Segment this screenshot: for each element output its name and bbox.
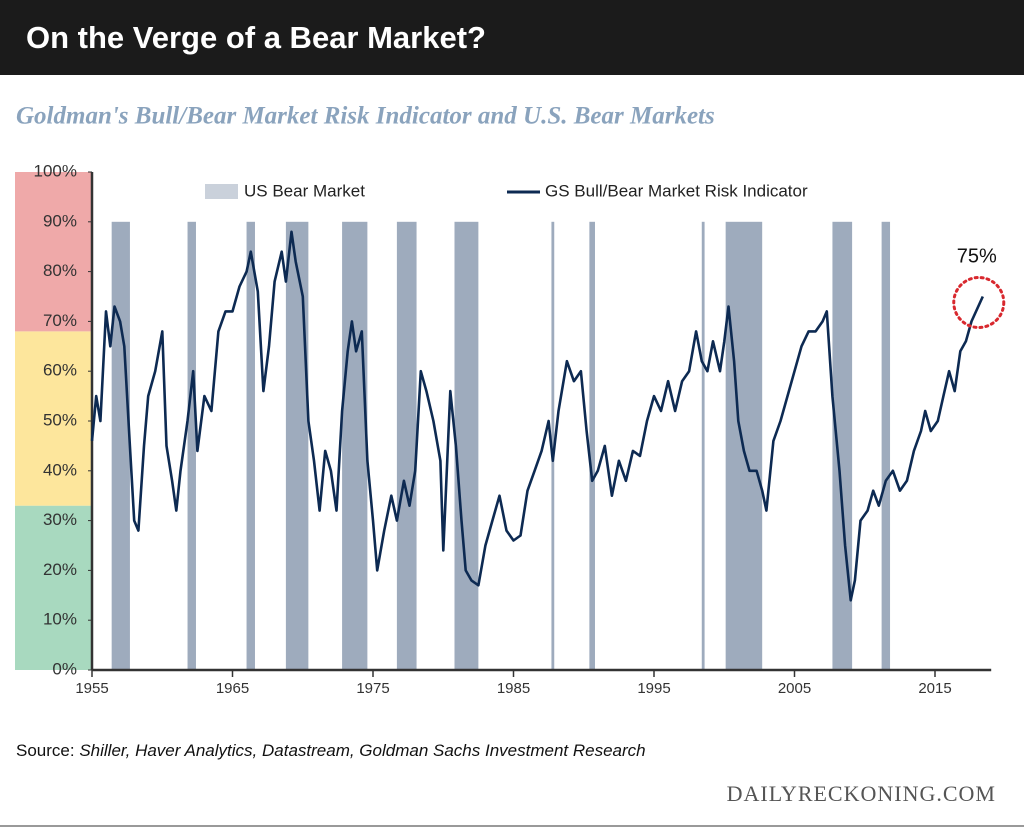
annotation-circle (952, 276, 1006, 329)
x-tick-label: 1965 (216, 680, 249, 697)
bear-market-band (832, 221, 853, 671)
y-tick-label: 0% (52, 659, 77, 678)
bear-market-band (454, 221, 479, 671)
bear-market-band (342, 221, 368, 671)
chart-title: Goldman's Bull/Bear Market Risk Indicato… (16, 103, 715, 130)
brand: DAILYRECKONING.COM (727, 781, 996, 806)
risk-indicator-line (90, 230, 984, 602)
source-label: Source: (16, 741, 75, 760)
y-tick-label: 90% (43, 211, 77, 230)
bear-market-band (396, 221, 417, 671)
page-title: On the Verge of a Bear Market? (26, 20, 486, 55)
legend-label: GS Bull/Bear Market Risk Indicator (545, 181, 808, 200)
y-tick-label: 40% (43, 460, 77, 479)
risk-zone (15, 505, 92, 670)
y-tick-label: 10% (43, 610, 77, 629)
header-bar (0, 0, 1024, 75)
bear-market-band (701, 221, 705, 671)
y-tick-label: 50% (43, 410, 77, 429)
x-tick-label: 1995 (637, 680, 670, 697)
y-tick-label: 20% (43, 560, 77, 579)
bear-market-band (246, 221, 255, 671)
bear-market-band (551, 221, 555, 671)
bear-market-band (285, 221, 309, 671)
source: Source: Shiller, Haver Analytics, Datast… (16, 741, 646, 760)
x-tick-label: 2015 (918, 680, 951, 697)
x-tick-label: 1975 (356, 680, 389, 697)
y-tick-label: 80% (43, 261, 77, 280)
x-tick-label: 1955 (75, 680, 108, 697)
bear-market-band (111, 221, 130, 671)
y-tick-label: 70% (43, 311, 77, 330)
annotation-label: 75% (957, 245, 997, 267)
legend-label: US Bear Market (244, 181, 365, 200)
bear-market-band (187, 221, 196, 671)
y-tick-label: 100% (34, 161, 77, 180)
bear-market-band (589, 221, 595, 671)
x-tick-label: 1985 (497, 680, 530, 697)
bear-market-band (881, 221, 891, 671)
risk-zone (15, 172, 92, 332)
y-tick-label: 60% (43, 361, 77, 380)
risk-zone (15, 331, 92, 506)
x-tick-label: 2005 (778, 680, 811, 697)
source-text: Shiller, Haver Analytics, Datastream, Go… (79, 741, 645, 760)
y-tick-label: 30% (43, 510, 77, 529)
legend-swatch (205, 184, 238, 199)
